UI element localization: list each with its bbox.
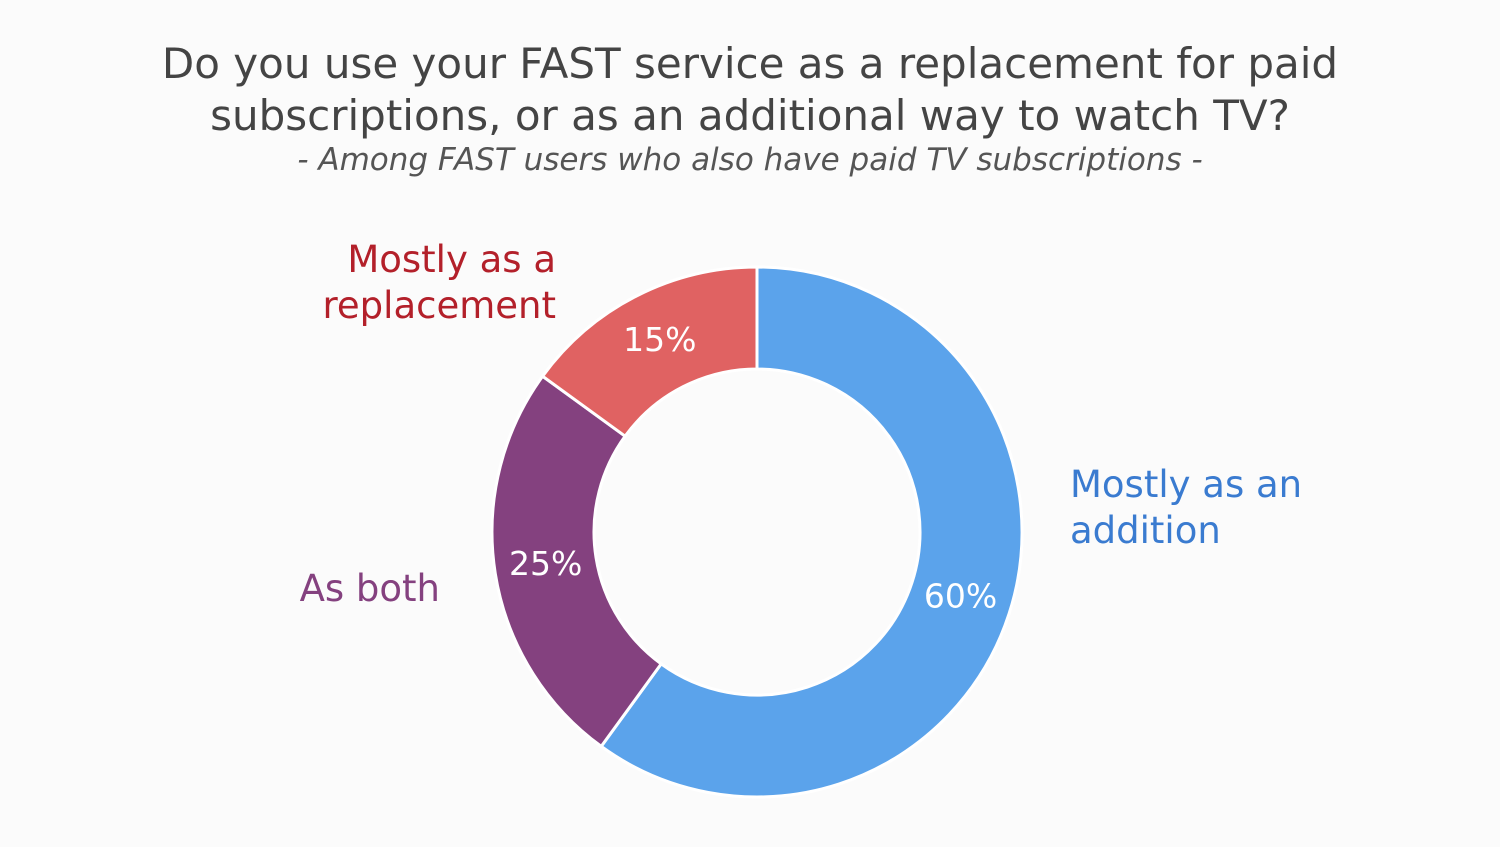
category-label: Mostly as a replacement [322, 238, 556, 327]
category-label: As both [299, 567, 440, 610]
chart-subtitle: - Among FAST users who also have paid TV… [297, 142, 1203, 178]
donut-segment [540, 265, 759, 439]
donut-segment [490, 374, 664, 749]
value-label: 60% [924, 577, 997, 616]
category-label: Mostly as an addition [1070, 463, 1303, 552]
value-label: 15% [623, 320, 696, 359]
donut-segment [599, 265, 1024, 799]
value-label: 25% [509, 544, 582, 583]
chart-title: Do you use your FAST service as a replac… [161, 39, 1339, 140]
